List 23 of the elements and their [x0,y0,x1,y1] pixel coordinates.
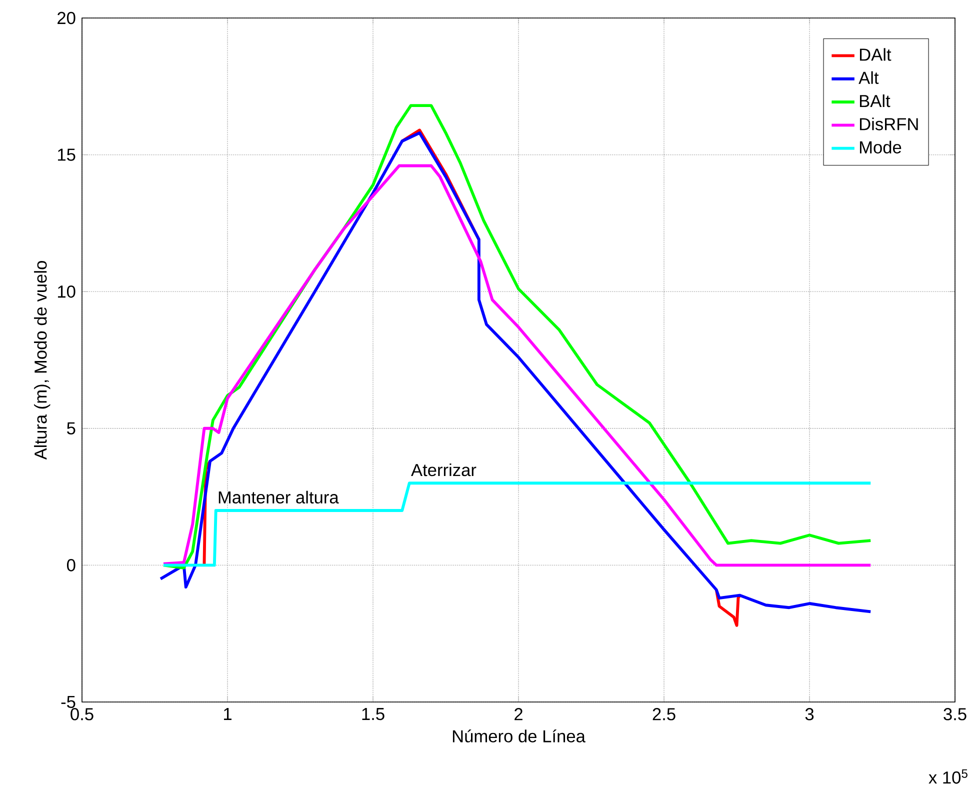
y-tick-label: 10 [58,285,76,298]
y-tick-label: 20 [58,12,76,24]
text: x 10$^{5}$ [928,769,968,784]
y-tick-label: 5 [67,422,76,434]
legend-label: DAlt [860,48,892,61]
x-tick-label: 0.5 [70,708,94,720]
annotation: Mantener altura [218,490,339,504]
legend-label: BAlt [860,94,890,108]
y-tick-label: 15 [58,148,76,161]
legend-label: Mode [860,140,902,154]
y-tick-label: 0 [66,559,76,572]
annotation: Aterrizar [411,463,476,476]
y-axis-title: Altura (m), Modo de vuelo [34,261,50,460]
x-tick-label: 1 [224,708,232,720]
x-tick-label: 1.5 [362,708,384,720]
legend-label: Alt [858,71,879,84]
y-tick-label: -5 [61,696,76,708]
x-tick-label: 2 [514,708,522,720]
legend-label: DisRFN [860,118,918,130]
x-tick-label: 3.5 [944,708,966,720]
x-tick-label: 3 [805,708,814,720]
x-axis-title: Número de Línea [452,729,586,742]
x-tick-label: 2.5 [652,708,676,720]
